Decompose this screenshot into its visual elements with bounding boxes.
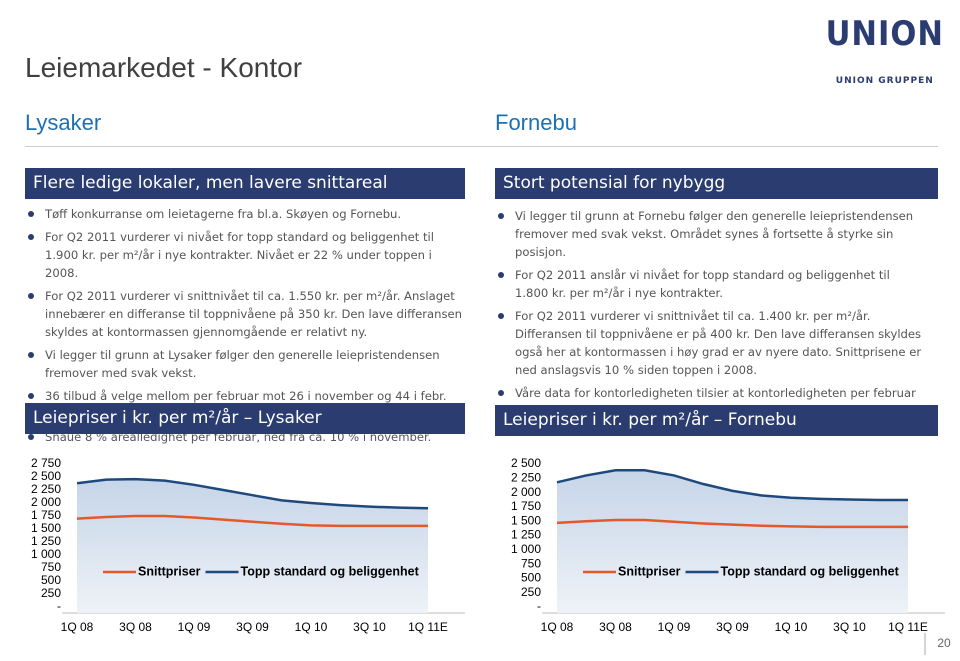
bullet: For Q2 2011 vurderer vi snittnivået til … (25, 287, 465, 341)
area-fill (77, 479, 428, 613)
bullet: For Q2 2011 vurderer vi nivået for topp … (25, 228, 465, 282)
chart-box: Leiepriser i kr. per m²/år – Fornebu (495, 405, 938, 436)
x-tick-label: 3Q 10 (353, 620, 386, 634)
x-tick-label: 3Q 09 (236, 620, 269, 634)
page-number: 20 (937, 636, 951, 650)
y-tick-label: 750 (41, 560, 61, 574)
section-heading: Fornebu (495, 110, 577, 135)
y-tick-label: 250 (41, 586, 61, 600)
y-tick-label: 2 500 (31, 469, 61, 483)
x-tick-label: 3Q 10 (833, 620, 866, 634)
legend-label: Topp standard og beliggenhet (241, 564, 420, 578)
bullet: Vi legger til grunn at Lysaker følger de… (25, 346, 465, 382)
legend-label: Topp standard og beliggenhet (721, 564, 900, 578)
x-tick-label: 1Q 11E (888, 620, 928, 634)
line (76, 514, 428, 528)
slide-title: Leiemarkedet - Kontor (25, 52, 303, 83)
y-tick-label: - (537, 599, 541, 613)
divider (25, 146, 938, 147)
bullet-list: Vi legger til grunn at Fornebu følger de… (495, 207, 925, 425)
y-tick-label: 1 250 (511, 528, 541, 542)
x-tick-label: 1Q 10 (295, 620, 328, 634)
y-tick-label: 2 250 (511, 470, 541, 484)
y-tick-label: 500 (41, 573, 61, 587)
line (556, 518, 908, 529)
y-tick-label: - (57, 599, 61, 613)
y-tick-label: 1 750 (511, 499, 541, 513)
y-tick-label: 1 750 (31, 508, 61, 522)
legend-label: Snittpriser (618, 564, 681, 578)
y-tick-label: 2 000 (31, 495, 61, 509)
y-tick-label: 500 (521, 571, 541, 585)
y-tick-label: 1 500 (511, 513, 541, 527)
y-tick-label: 250 (521, 585, 541, 599)
y-tick-label: 2 750 (31, 456, 61, 470)
legend-label: Snittpriser (138, 564, 201, 578)
x-tick-label: 1Q 08 (61, 620, 94, 634)
y-tick-label: 1 500 (31, 521, 61, 535)
line (76, 477, 429, 510)
section-heading: Lysaker (25, 110, 102, 135)
section-box: Flere ledige lokaler, men lavere snittar… (25, 168, 465, 199)
bullet: For Q2 2011 anslår vi nivået for topp st… (495, 266, 925, 302)
section-box: Stort potensial for nybygg (495, 168, 938, 199)
y-tick-label: 2 250 (31, 482, 61, 496)
y-tick-label: 1 250 (31, 534, 61, 548)
x-tick-label: 3Q 08 (119, 620, 152, 634)
line (556, 469, 908, 502)
area-fill (557, 470, 908, 613)
x-tick-label: 3Q 09 (716, 620, 749, 634)
logo-sub: UNION GRUPPEN (835, 76, 934, 86)
y-tick-label: 750 (521, 556, 541, 570)
chart-box: Leiepriser i kr. per m²/år – Lysaker (25, 403, 465, 434)
y-tick-label: 2 500 (511, 456, 541, 470)
x-tick-label: 3Q 08 (599, 620, 632, 634)
x-tick-label: 1Q 09 (658, 620, 691, 634)
x-tick-label: 1Q 11E (408, 620, 448, 634)
x-tick-label: 1Q 08 (541, 620, 574, 634)
bullet: Vi legger til grunn at Fornebu følger de… (495, 207, 925, 261)
y-tick-label: 1 000 (511, 542, 541, 556)
bullet: For Q2 2011 vurderer vi snittnivået til … (495, 307, 925, 379)
bullet-list: Tøff konkurranse om leietagerne fra bl.a… (25, 205, 465, 451)
bullet: Tøff konkurranse om leietagerne fra bl.a… (25, 205, 465, 223)
logo: UNION UNION GRUPPEN (826, 14, 944, 86)
y-tick-label: 1 000 (31, 547, 61, 561)
logo-name: UNION (825, 14, 944, 54)
x-tick-label: 1Q 10 (775, 620, 808, 634)
x-tick-label: 1Q 09 (178, 620, 211, 634)
y-tick-label: 2 000 (511, 485, 541, 499)
